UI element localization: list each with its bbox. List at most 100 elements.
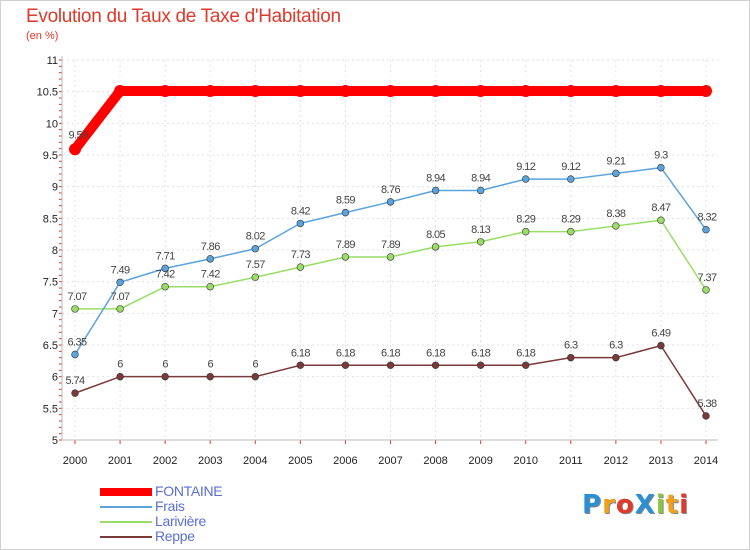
data-label: 6.18 bbox=[336, 347, 355, 359]
data-label: 6 bbox=[253, 359, 259, 371]
y-tick-label: 6.5 bbox=[43, 340, 58, 352]
logo-letter: r bbox=[602, 490, 616, 520]
data-label: 8.94 bbox=[471, 172, 490, 184]
logo-letter: t bbox=[665, 490, 680, 520]
y-tick-label: 9.5 bbox=[43, 150, 58, 162]
data-label: 7.73 bbox=[291, 249, 310, 261]
data-point bbox=[657, 341, 665, 350]
data-point bbox=[431, 186, 440, 195]
x-tick-label: 2011 bbox=[559, 455, 583, 467]
legend-item-lariviere: Larivière bbox=[100, 513, 300, 529]
legend-swatch-reppe bbox=[100, 536, 152, 538]
data-point bbox=[612, 353, 620, 362]
legend-label-reppe: Reppe bbox=[155, 528, 195, 544]
data-label: 7.42 bbox=[201, 269, 220, 281]
x-tick-label: 2002 bbox=[153, 455, 177, 467]
data-point bbox=[386, 361, 395, 369]
data-label: 6.3 bbox=[564, 340, 578, 352]
data-label: 7.86 bbox=[201, 241, 220, 253]
data-label: 9.3 bbox=[654, 150, 668, 162]
data-label: 6.18 bbox=[291, 347, 310, 359]
data-point bbox=[296, 361, 305, 369]
logo-letter: i bbox=[679, 490, 690, 520]
data-point bbox=[341, 253, 350, 261]
legend-swatch-lariviere bbox=[100, 521, 152, 523]
data-point bbox=[567, 175, 575, 183]
data-point bbox=[114, 85, 127, 98]
data-label: 8.42 bbox=[291, 205, 310, 217]
data-point bbox=[567, 227, 575, 236]
data-point bbox=[564, 85, 577, 98]
logo-letter: P bbox=[582, 490, 603, 520]
data-point bbox=[161, 372, 169, 381]
legend-label-frais: Frais bbox=[155, 498, 185, 514]
data-label: 10.51 bbox=[649, 68, 674, 80]
data-point bbox=[386, 198, 395, 206]
data-point bbox=[612, 222, 620, 230]
data-point bbox=[159, 85, 172, 98]
data-label: 7.07 bbox=[111, 291, 130, 303]
data-label: 10.51 bbox=[333, 68, 358, 80]
legend-item-fontaine: FONTAINE bbox=[100, 483, 300, 499]
data-label: 10.51 bbox=[198, 68, 223, 80]
data-label: 7.57 bbox=[246, 259, 265, 271]
data-point bbox=[161, 264, 169, 273]
x-tick-label: 2000 bbox=[63, 455, 87, 467]
data-point bbox=[341, 208, 350, 217]
x-tick-label: 2013 bbox=[649, 455, 673, 467]
data-point bbox=[386, 253, 395, 261]
x-tick-label: 2005 bbox=[288, 455, 312, 467]
x-tick-label: 2009 bbox=[468, 455, 492, 467]
legend-item-frais: Frais bbox=[100, 498, 300, 514]
data-point bbox=[654, 85, 667, 98]
data-label: 9.21 bbox=[606, 155, 625, 167]
y-tick-label: 5.5 bbox=[43, 403, 58, 415]
data-point bbox=[657, 216, 665, 224]
logo-letter: o bbox=[615, 490, 635, 520]
data-label: 6.18 bbox=[426, 347, 445, 359]
data-label: 8.38 bbox=[606, 208, 625, 220]
data-point bbox=[251, 372, 259, 381]
data-label: 8.05 bbox=[426, 229, 445, 241]
data-label: 10.51 bbox=[243, 68, 268, 80]
data-point bbox=[476, 186, 485, 195]
proxiti-logo: ProXiti bbox=[582, 490, 689, 520]
data-point bbox=[206, 372, 214, 381]
data-point bbox=[296, 219, 305, 228]
data-point bbox=[161, 283, 169, 291]
data-label: 10.51 bbox=[695, 68, 720, 80]
data-point bbox=[429, 85, 442, 98]
y-tick-label: 7.5 bbox=[43, 277, 58, 289]
x-tick-label: 2006 bbox=[333, 455, 357, 467]
data-label: 8.02 bbox=[246, 231, 265, 243]
logo-letter: X bbox=[634, 490, 656, 520]
data-label: 10.51 bbox=[153, 68, 178, 80]
data-label: 7.37 bbox=[697, 272, 716, 284]
data-label: 7.07 bbox=[67, 291, 86, 303]
data-point bbox=[522, 227, 530, 236]
y-tick-label: 10.5 bbox=[37, 87, 58, 99]
data-point bbox=[71, 305, 79, 313]
x-tick-label: 2003 bbox=[198, 455, 222, 467]
data-labels: 9.59 10.51 10.51 10.51 10.51 10.51 10.51 10.51 1… bbox=[65, 68, 720, 410]
data-label: 7.89 bbox=[336, 239, 355, 251]
x-tick-label: 2010 bbox=[513, 455, 537, 467]
data-label: 6 bbox=[162, 359, 168, 371]
data-label: 5.74 bbox=[65, 375, 84, 387]
data-label: 10.51 bbox=[559, 68, 584, 80]
data-point bbox=[384, 85, 397, 98]
data-label: 8.76 bbox=[381, 184, 400, 196]
chart-subtitle: (en %) bbox=[26, 30, 59, 42]
y-tick-label: 6 bbox=[52, 372, 58, 384]
data-label: 6.18 bbox=[381, 347, 400, 359]
data-point bbox=[702, 286, 710, 294]
x-tick-label: 2007 bbox=[378, 455, 402, 467]
data-point bbox=[612, 169, 620, 178]
data-label: 6.3 bbox=[609, 340, 623, 352]
data-label: 6.35 bbox=[67, 337, 86, 349]
data-point bbox=[71, 350, 79, 359]
data-label: 8.32 bbox=[697, 212, 716, 224]
data-label: 9.12 bbox=[516, 161, 535, 173]
data-point bbox=[702, 226, 710, 234]
